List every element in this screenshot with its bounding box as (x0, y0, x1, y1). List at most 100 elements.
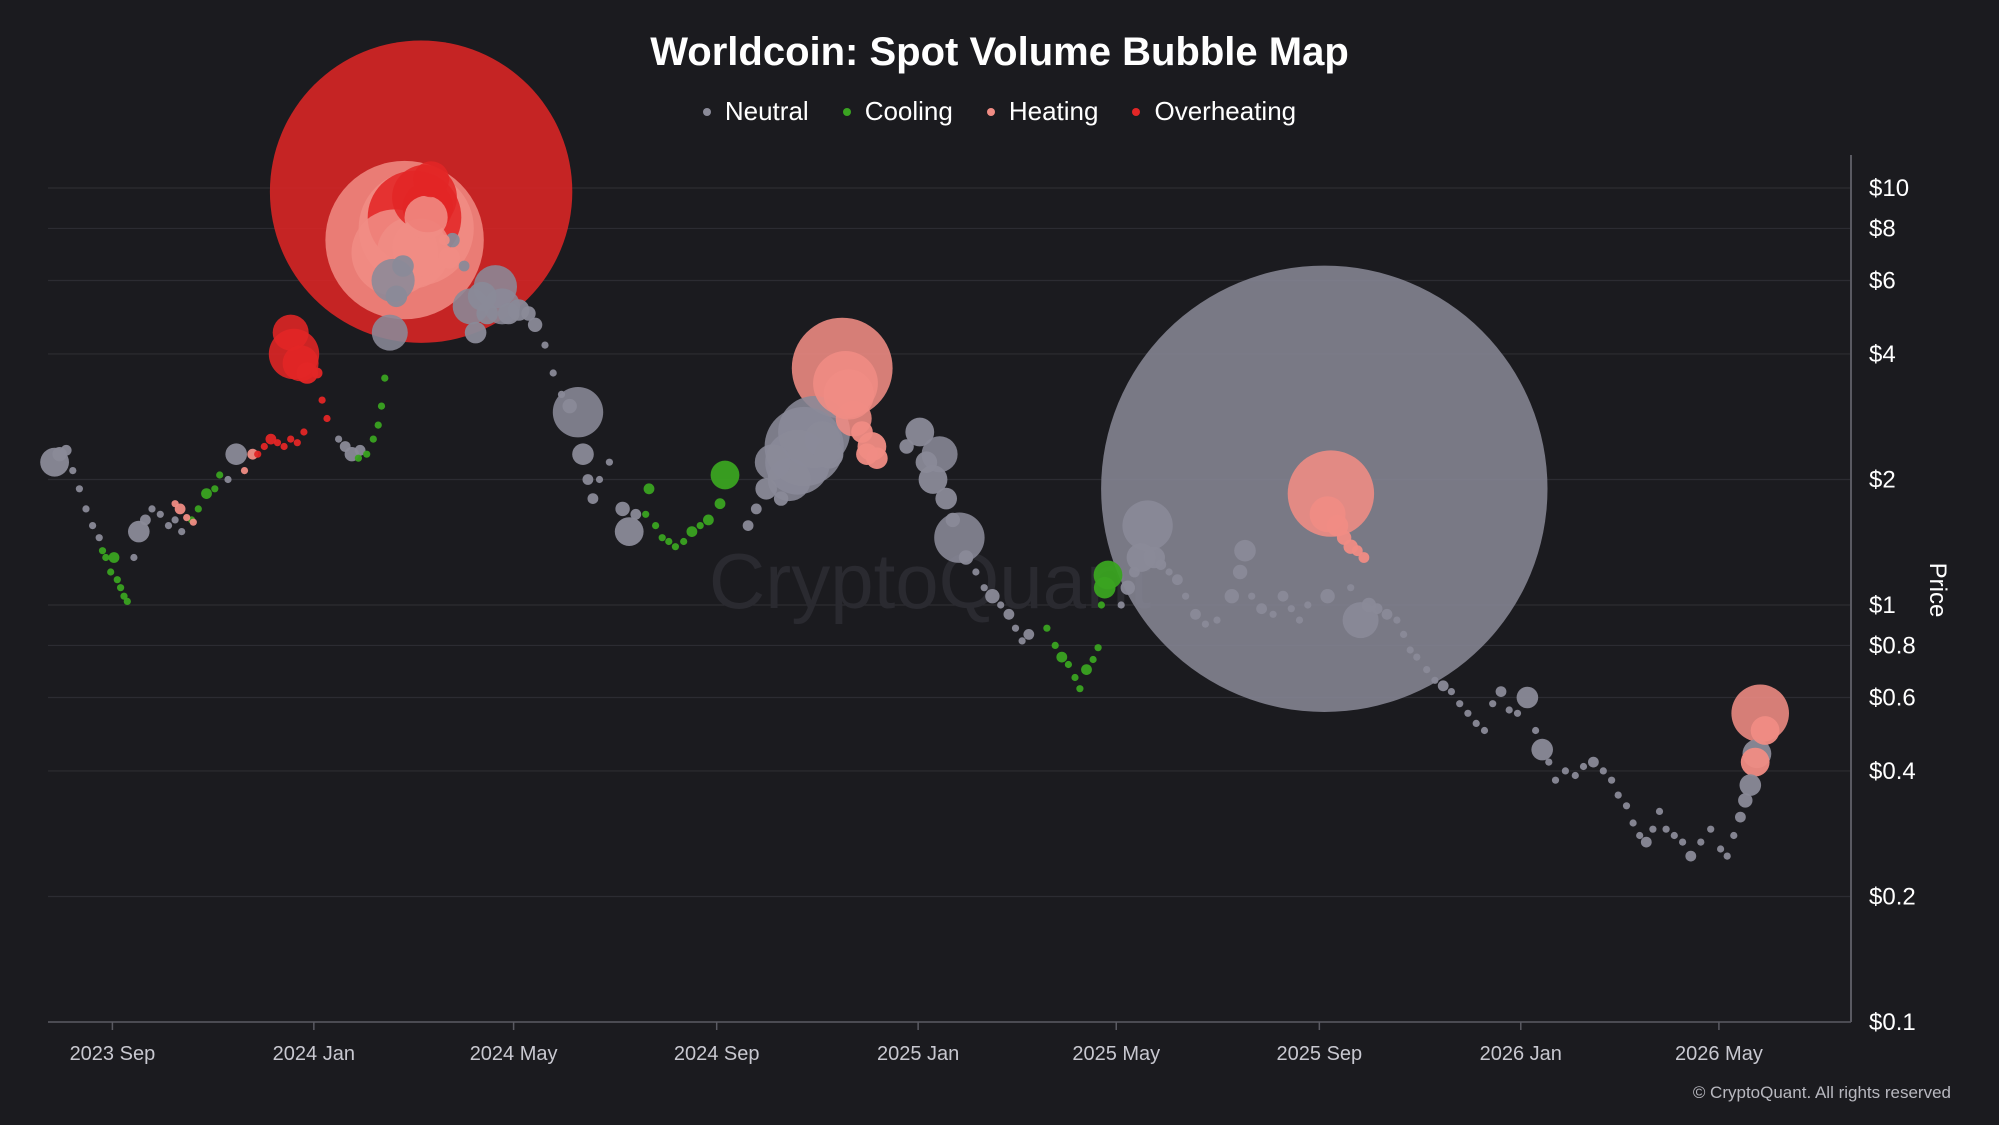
x-tick-label: 2026 May (1675, 1043, 1763, 1065)
y-tick-label: $1 (1869, 592, 1896, 619)
bubble-point (335, 435, 343, 443)
bubble-point (1472, 719, 1480, 728)
bubble-point (354, 454, 362, 462)
bubble-point (445, 232, 460, 248)
bubble-point (714, 498, 726, 510)
y-tick-label: $8 (1869, 215, 1896, 242)
x-tick-label: 2023 Sep (70, 1043, 156, 1065)
bubble-point (605, 458, 614, 466)
bubble-point (742, 520, 754, 531)
bubble-point (1707, 825, 1715, 833)
bubble-point (1447, 688, 1455, 696)
bubble-point (572, 443, 594, 466)
bubble-point (1023, 629, 1035, 640)
bubble-point (1561, 767, 1569, 775)
bubble-layer (40, 40, 1789, 862)
bubble-point (1413, 653, 1421, 661)
bubble-point (1201, 620, 1209, 628)
y-tick-label: $0.8 (1869, 632, 1916, 659)
bubble-point (369, 435, 377, 443)
bubble-point (377, 402, 386, 410)
bubble-point (905, 417, 935, 447)
bubble-point (1636, 831, 1644, 840)
bubble-point (354, 444, 366, 456)
bubble-point (464, 321, 487, 344)
bubble-point (1735, 811, 1746, 823)
bubble-point (438, 234, 450, 246)
legend-dot-heating (986, 107, 995, 116)
watermark: CryptoQuant (709, 537, 1152, 625)
bubble-point (1629, 819, 1637, 827)
bubble-point (260, 442, 268, 451)
bubble-point (1071, 673, 1079, 682)
bubble-point (311, 367, 323, 379)
bubble-point (1622, 802, 1631, 810)
bubble-point (1599, 767, 1607, 775)
bubble-point (1224, 589, 1240, 604)
y-tick-label: $4 (1869, 341, 1896, 368)
bubble-point (1431, 676, 1439, 684)
bubble-point (381, 374, 389, 382)
bubble-point (392, 255, 414, 277)
bubble-point (225, 443, 247, 466)
bubble-point (1697, 838, 1705, 846)
bubble-point (1018, 637, 1026, 645)
bubble-point (958, 550, 974, 565)
bubble-point (1750, 716, 1780, 745)
bubble-point (1655, 807, 1664, 816)
bubble-point (148, 505, 156, 513)
bubble-point (557, 390, 566, 398)
bubble-point (1232, 564, 1248, 580)
bubble-point (1320, 589, 1335, 604)
bubble-point (1248, 592, 1256, 600)
bubble-point (1381, 608, 1393, 620)
bubble-point (1738, 793, 1753, 808)
legend-item-neutral[interactable]: Neutral (702, 96, 809, 127)
bubble-point (1571, 771, 1579, 780)
legend-dot-neutral (702, 107, 711, 116)
bubble-point (107, 568, 115, 576)
y-tick-label: $10 (1869, 175, 1909, 202)
bubble-point (296, 362, 319, 384)
bubble-point (1513, 709, 1522, 717)
bubble-point (1190, 608, 1201, 620)
bubble-point (273, 439, 282, 447)
bubble-point (140, 514, 151, 526)
bubble-point (1551, 776, 1560, 784)
bubble-point (1155, 559, 1167, 570)
bubble-point (1456, 700, 1464, 708)
x-tick-label: 2025 May (1072, 1043, 1160, 1065)
legend-item-heating[interactable]: Heating (986, 96, 1098, 127)
bubble-point (178, 528, 186, 536)
bubble-point (60, 444, 72, 456)
legend-item-cooling[interactable]: Cooling (842, 96, 953, 127)
bubble-point (189, 518, 197, 526)
bubble-point (1347, 584, 1355, 592)
bubble-point (272, 314, 309, 351)
x-tick-label: 2025 Jan (877, 1043, 959, 1065)
bubble-point (171, 500, 179, 508)
bubble-point (1182, 592, 1190, 600)
bubble-point (385, 285, 408, 308)
bubble-point (1256, 603, 1267, 615)
bubble-point (562, 398, 577, 414)
bubble-point (1739, 774, 1762, 796)
bubble-point (1640, 836, 1652, 848)
x-tick-label: 2025 Sep (1277, 1043, 1363, 1065)
y-tick-label: $0.1 (1869, 1009, 1916, 1036)
bubble-point (323, 414, 331, 423)
legend-item-overheating[interactable]: Overheating (1132, 96, 1296, 127)
bubble-point (934, 512, 985, 563)
bubble-point (1277, 590, 1289, 602)
bubble-point (240, 467, 249, 475)
bubble-point (1489, 700, 1497, 708)
bubble-point (1129, 566, 1140, 578)
bubble-point (1495, 686, 1507, 697)
bubble-point (1464, 709, 1472, 717)
bubble-point (1545, 758, 1553, 766)
bubble-point (773, 491, 789, 506)
bubble-point (89, 522, 97, 530)
bubble-point (108, 552, 120, 563)
bubble-point (374, 421, 382, 429)
